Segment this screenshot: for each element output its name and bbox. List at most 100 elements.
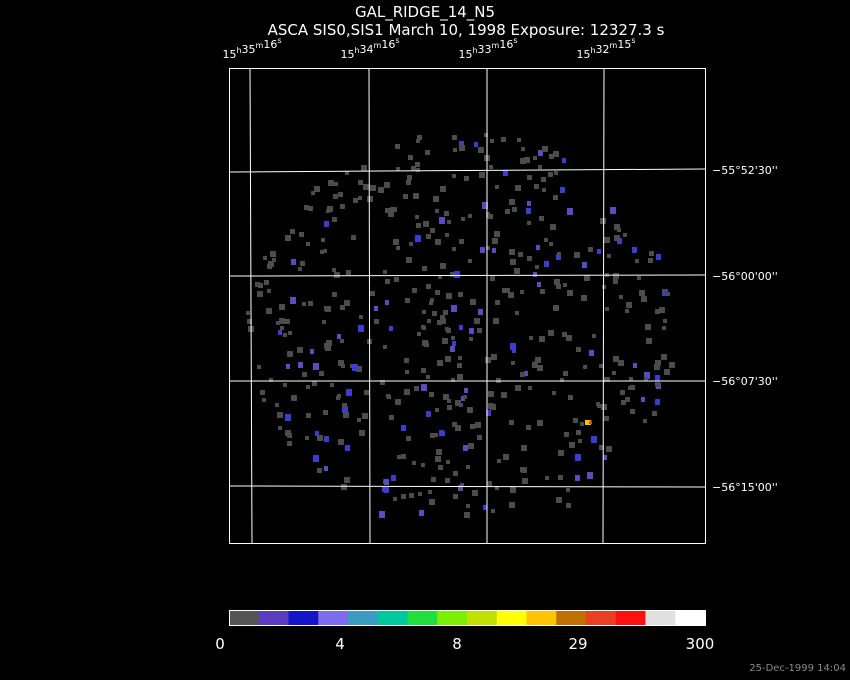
background-pixel — [613, 356, 619, 362]
source-pixel — [374, 306, 378, 311]
background-pixel — [334, 272, 340, 278]
background-pixel — [614, 235, 620, 241]
background-pixel — [520, 158, 526, 164]
background-pixel — [545, 476, 549, 480]
background-pixel — [328, 180, 334, 186]
background-pixel — [263, 256, 267, 260]
source-pixel — [391, 475, 396, 481]
background-pixel — [470, 424, 475, 429]
background-pixel — [407, 175, 412, 180]
background-pixel — [422, 266, 427, 271]
background-pixel — [317, 435, 323, 441]
background-pixel — [415, 162, 420, 167]
source-pixel — [597, 249, 601, 254]
source-pixel — [478, 309, 483, 315]
background-pixel — [342, 403, 347, 408]
background-pixel — [578, 439, 582, 443]
source-pixel — [345, 445, 350, 451]
background-pixel — [479, 172, 485, 178]
background-pixel — [541, 177, 546, 182]
source-pixel — [510, 343, 516, 350]
colorbar-swatch — [318, 610, 349, 625]
background-pixel — [512, 207, 517, 212]
background-pixel — [275, 403, 279, 407]
background-pixel — [363, 184, 369, 190]
background-pixel — [540, 289, 545, 294]
source-pixel — [382, 487, 386, 492]
background-pixel — [464, 512, 470, 518]
background-pixel — [411, 166, 416, 171]
background-pixel — [330, 383, 334, 387]
background-pixel — [397, 455, 401, 459]
source-pixel — [560, 187, 565, 193]
background-pixel — [396, 246, 400, 250]
background-pixel — [549, 242, 553, 246]
background-pixel — [447, 405, 452, 410]
background-pixel — [645, 324, 651, 330]
source-pixel — [533, 272, 537, 277]
grid-line — [368, 67, 371, 544]
background-pixel — [548, 330, 554, 336]
background-pixel — [358, 180, 363, 185]
background-pixel — [520, 290, 524, 294]
background-pixel — [340, 339, 344, 343]
background-pixel — [412, 461, 416, 465]
background-pixel — [283, 333, 287, 337]
background-pixel — [455, 400, 461, 406]
source-pixel — [342, 406, 348, 413]
background-pixel — [529, 336, 533, 340]
background-pixel — [475, 422, 481, 428]
background-pixel — [515, 385, 521, 391]
background-pixel — [486, 246, 490, 250]
background-pixel — [364, 390, 369, 395]
background-pixel — [515, 185, 521, 191]
background-pixel — [535, 265, 539, 269]
background-pixel — [395, 144, 400, 149]
background-pixel — [558, 450, 564, 456]
background-pixel — [466, 465, 470, 469]
background-pixel — [495, 486, 499, 490]
background-pixel — [435, 408, 439, 412]
source-pixel — [298, 362, 303, 368]
background-pixel — [491, 354, 497, 360]
background-pixel — [521, 147, 525, 151]
background-pixel — [492, 238, 498, 244]
source-pixel — [421, 384, 427, 391]
source-pixel — [346, 389, 352, 396]
ra-unit: m — [374, 41, 382, 50]
background-pixel — [396, 167, 400, 171]
background-pixel — [351, 235, 356, 240]
background-pixel — [592, 334, 596, 338]
source-pixel — [313, 363, 319, 370]
background-pixel — [429, 301, 433, 305]
background-pixel — [338, 192, 343, 197]
background-pixel — [279, 318, 285, 324]
source-pixel — [278, 330, 282, 335]
background-pixel — [644, 377, 648, 381]
background-pixel — [401, 494, 406, 499]
source-pixel — [591, 436, 597, 443]
background-pixel — [458, 292, 463, 297]
colorbar-swatch — [675, 610, 706, 625]
background-pixel — [581, 295, 587, 301]
ra-value: 16 — [499, 38, 513, 51]
source-pixel — [459, 141, 464, 147]
background-pixel — [477, 328, 482, 333]
source-pixel — [544, 261, 549, 267]
background-pixel — [422, 340, 428, 346]
background-pixel — [648, 258, 653, 263]
background-pixel — [548, 172, 553, 177]
background-pixel — [554, 171, 558, 175]
background-pixel — [320, 250, 324, 254]
background-pixel — [630, 385, 635, 390]
background-pixel — [445, 356, 451, 362]
source-pixel — [536, 245, 540, 250]
background-pixel — [669, 362, 675, 368]
background-pixel — [340, 305, 345, 310]
background-pixel — [639, 290, 645, 296]
background-pixel — [501, 392, 507, 398]
background-pixel — [312, 381, 317, 386]
background-pixel — [558, 475, 563, 480]
